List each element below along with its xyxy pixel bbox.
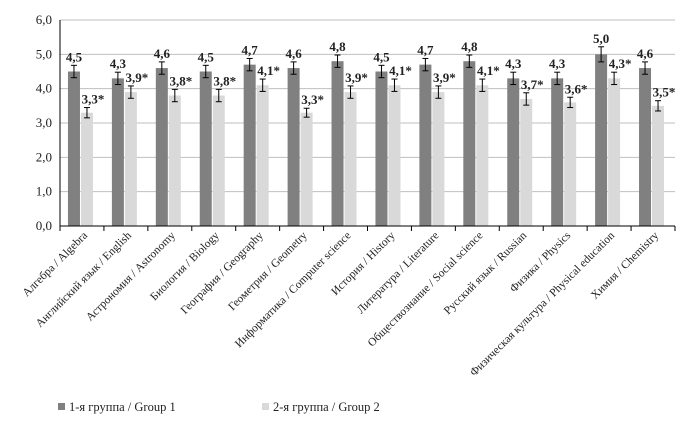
bar-1 (287, 68, 300, 226)
bar-1 (551, 78, 564, 226)
y-tick-label: 3,0 (36, 115, 52, 130)
data-label-2: 3,6* (565, 81, 588, 96)
data-label-1: 4,5 (198, 49, 215, 64)
bar-1 (463, 61, 476, 227)
data-label-1: 4,8 (461, 39, 478, 54)
bar-2 (300, 112, 313, 226)
data-label-1: 4,5 (66, 49, 83, 64)
bar-2 (520, 98, 533, 226)
bar-2 (388, 85, 401, 226)
y-axis-tick-labels: 0,0 1,0 2,0 3,0 4,0 5,0 6,0 (36, 12, 52, 233)
bar-1 (243, 64, 256, 226)
data-label-1: 4,3 (505, 56, 522, 71)
category-label: География / Geography (179, 229, 266, 316)
bar-1 (331, 61, 344, 227)
axes (59, 20, 676, 231)
bar-1 (155, 68, 168, 226)
data-label-2: 3,9* (126, 70, 149, 85)
bar-1 (375, 71, 388, 226)
category-label: Литература / Literature (355, 230, 442, 317)
legend-swatch-2 (262, 403, 269, 410)
error-bars (70, 46, 662, 119)
data-label-1: 4,7 (417, 42, 434, 57)
data-label-1: 4,6 (285, 46, 302, 61)
bar-1 (595, 54, 608, 227)
data-label-2: 3,3* (82, 92, 105, 107)
data-label-1: 4,7 (242, 42, 259, 57)
bar-2 (168, 95, 181, 227)
bar-2 (256, 85, 269, 226)
y-tick-label: 6,0 (36, 12, 52, 27)
legend-label-2: 2-я группа / Group 2 (273, 400, 380, 414)
category-label: Астрономия / Astronomy (84, 229, 178, 323)
y-tick-label: 5,0 (36, 46, 52, 61)
bar-2 (476, 85, 489, 226)
legend: 1-я группа / Group 1 2-я группа / Group 2 (58, 400, 380, 414)
category-label: Геометрия / Geometry (226, 229, 310, 313)
data-label-2: 3,9* (345, 70, 368, 85)
data-label-1: 4,5 (373, 49, 390, 64)
bar-2 (564, 102, 577, 226)
bar-1 (111, 78, 124, 226)
data-label-1: 4,3 (110, 56, 127, 71)
data-label-1: 4,6 (154, 46, 171, 61)
data-label-2: 3,9* (433, 70, 456, 85)
data-label-1: 4,6 (637, 46, 654, 61)
bar-2 (432, 92, 445, 226)
bar-2 (608, 78, 621, 226)
y-tick-label: 1,0 (36, 184, 52, 199)
data-label-2: 3,5* (653, 85, 676, 100)
y-tick-label: 2,0 (36, 149, 52, 164)
bar-1 (639, 68, 652, 226)
gridlines (60, 19, 675, 227)
data-label-2: 3,8* (169, 73, 192, 88)
category-label: Русский язык / Russian (442, 229, 530, 317)
data-label-2: 4,1* (477, 63, 500, 78)
legend-label-1: 1-я группа / Group 1 (69, 400, 176, 414)
legend-swatch-1 (58, 403, 65, 410)
data-label-1: 4,3 (549, 56, 566, 71)
y-tick-label: 4,0 (36, 81, 52, 96)
data-label-2: 3,7* (521, 77, 544, 92)
bar-2 (80, 112, 93, 226)
bar-2 (652, 105, 665, 226)
data-label-1: 4,8 (329, 39, 346, 54)
data-label-2: 4,1* (389, 63, 412, 78)
bar-1 (507, 78, 520, 226)
bars (67, 54, 665, 227)
y-tick-label: 0,0 (36, 218, 52, 233)
bar-2 (212, 95, 225, 227)
data-label-1: 5,0 (593, 31, 609, 46)
data-label-2: 4,1* (257, 63, 280, 78)
data-label-2: 3,8* (213, 73, 236, 88)
data-label-2: 4,3* (609, 56, 632, 71)
bar-2 (124, 92, 137, 226)
bar-1 (67, 71, 80, 226)
bar-1 (199, 71, 212, 226)
bar-2 (344, 92, 357, 226)
data-label-2: 3,3* (301, 92, 324, 107)
data-labels: 4,53,3*4,33,9*4,63,8*4,53,8*4,74,1*4,63,… (66, 31, 676, 107)
bar-1 (419, 64, 432, 226)
